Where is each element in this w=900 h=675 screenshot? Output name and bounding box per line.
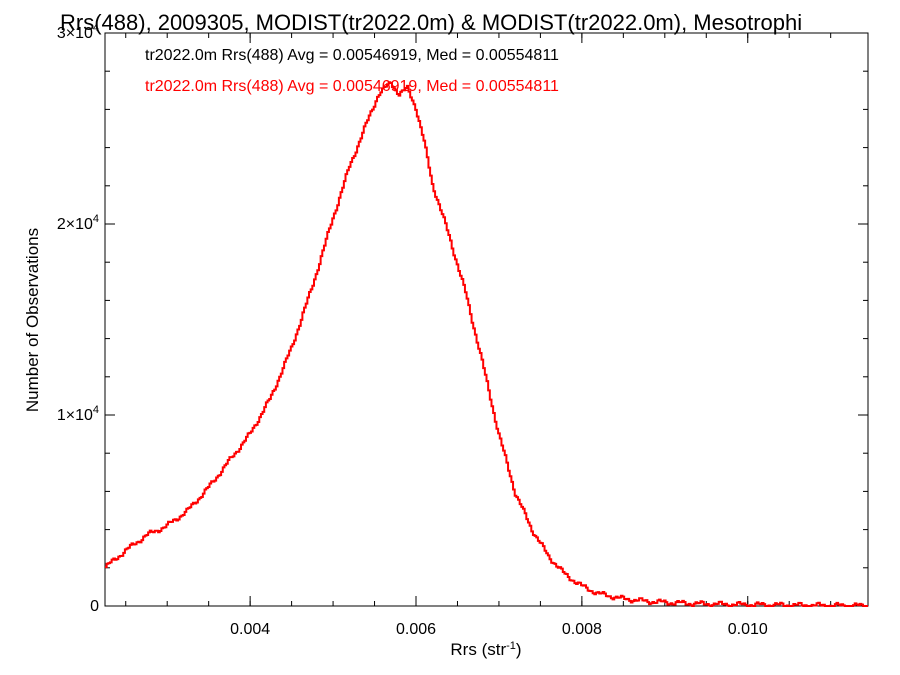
y-tick-label: 3×104 [57,22,99,42]
series-1-line [105,81,868,607]
y-tick-label: 0 [90,598,99,615]
y-tick-label-exponent: 4 [93,22,99,34]
x-tick-label: 0.006 [396,621,436,638]
legend-entry-2: tr2022.0m Rrs(488) Avg = 0.00546919, Med… [145,78,559,95]
y-axis-label: Number of Observations [23,228,42,412]
x-tick-label: 0.008 [562,621,602,638]
y-tick-label-exponent: 4 [93,404,99,416]
series-layer [105,81,868,607]
x-axis-label-end: ) [516,640,522,659]
x-axis-label: Rrs (str-1) [450,640,521,659]
y-tick-label-text: 1×10 [57,407,93,424]
y-tick-label-text: 3×10 [57,25,93,42]
x-tick-label: 0.010 [728,621,768,638]
y-tick-label-text: 2×10 [57,216,93,233]
chart-title: Rrs(488), 2009305, MODIST(tr2022.0m) & M… [60,10,802,35]
x-axis-label-text: Rrs (str [450,640,506,659]
y-tick-label: 1×104 [57,404,99,424]
y-tick-label-text: 0 [90,598,99,615]
legend-entry-1: tr2022.0m Rrs(488) Avg = 0.00546919, Med… [145,47,559,64]
plot-area [104,32,869,607]
y-tick-label: 2×104 [57,213,99,233]
y-tick-label-exponent: 4 [93,213,99,225]
x-axis-label-exponent: -1 [506,640,516,652]
x-tick-label: 0.004 [230,621,270,638]
